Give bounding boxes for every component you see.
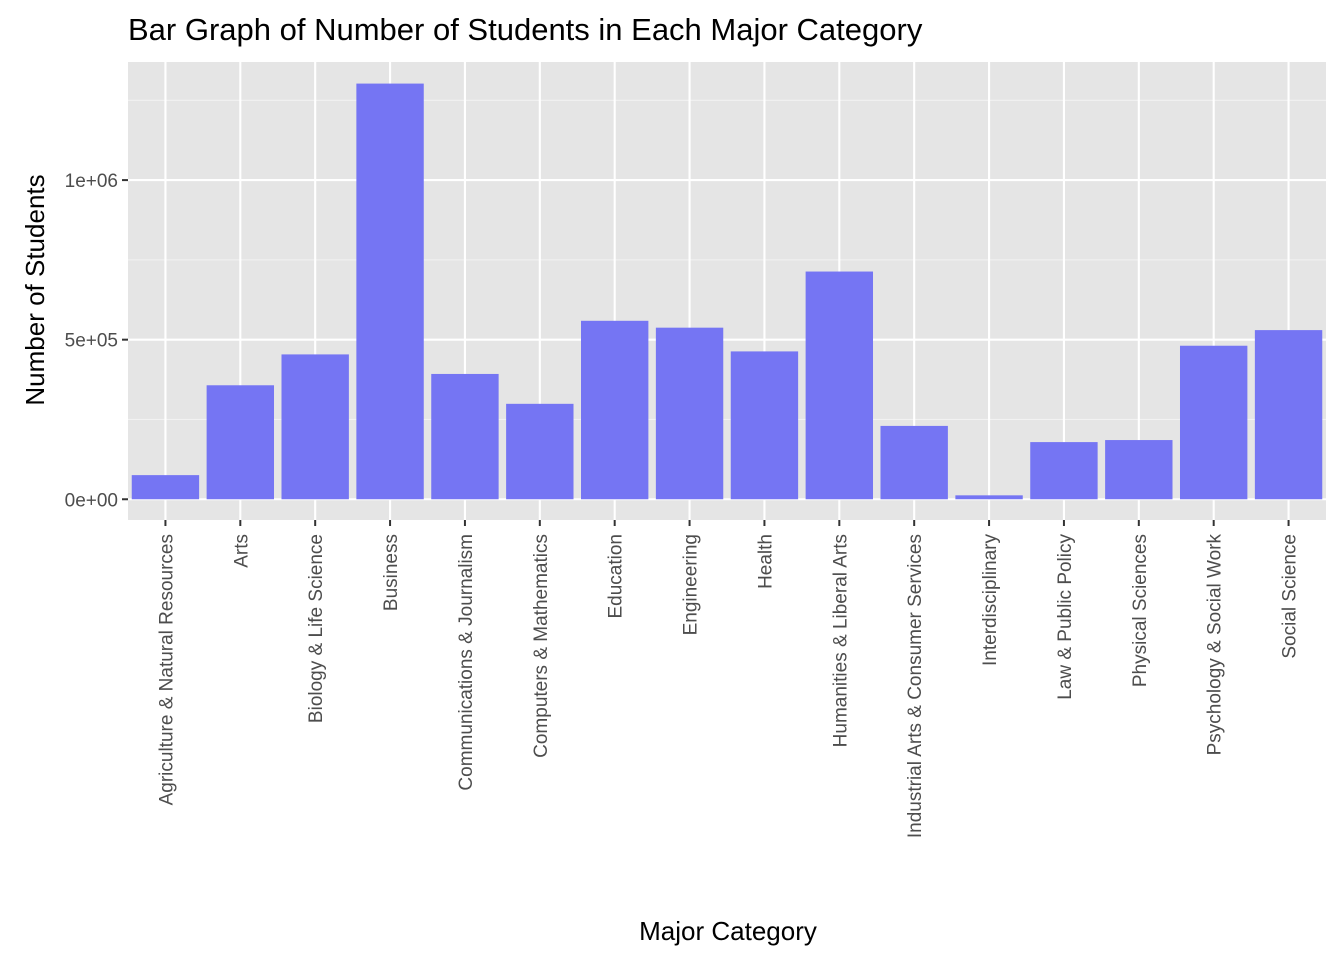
bar-12 (1030, 442, 1098, 500)
bar-10 (880, 425, 948, 500)
bar-1 (206, 385, 275, 500)
bar-8 (730, 351, 799, 500)
bar-15 (1254, 330, 1323, 500)
x-tick-label: Industrial Arts & Consumer Services (905, 534, 926, 838)
bar-13 (1105, 440, 1173, 500)
x-tick-label: Engineering (681, 534, 702, 635)
bar-2 (281, 354, 349, 500)
bar-3 (356, 83, 424, 500)
bar-14 (1179, 345, 1248, 500)
x-axis-label: Major Category (639, 916, 817, 946)
x-tick-label: Physical Sciences (1130, 534, 1151, 687)
y-tick-label: 1e+06 (65, 171, 118, 192)
bar-4 (431, 373, 499, 500)
bar-6 (580, 320, 649, 500)
x-tick-label: Interdisciplinary (980, 534, 1001, 666)
bar-5 (506, 403, 574, 500)
x-tick-label: Social Science (1280, 534, 1301, 659)
bar-7 (655, 327, 724, 500)
x-tick-label: Communications & Journalism (456, 534, 477, 791)
x-tick-label: Biology & Life Science (306, 534, 327, 723)
x-tick-label: Psychology & Social Work (1205, 534, 1226, 756)
x-tick-label: Business (381, 534, 402, 611)
x-tick-label: Agriculture & Natural Resources (156, 534, 177, 805)
x-tick-label: Computers & Mathematics (531, 534, 552, 758)
x-tick-label: Health (755, 534, 776, 589)
x-tick-label: Humanities & Liberal Arts (830, 534, 851, 747)
x-tick-label: Education (606, 534, 627, 619)
chart-title: Bar Graph of Number of Students in Each … (128, 12, 923, 47)
y-axis-label: Number of Students (20, 174, 50, 405)
x-tick-label: Arts (231, 534, 252, 568)
bar-0 (131, 475, 200, 500)
x-tick-label: Law & Public Policy (1055, 534, 1076, 700)
y-tick-label: 0e+00 (65, 490, 118, 511)
plot-area: 0e+00 5e+05 1e+06 Agriculture & Natural Res… (65, 62, 1326, 838)
bar-11 (955, 495, 1023, 500)
y-tick-label: 5e+05 (65, 331, 118, 352)
bar-9 (805, 271, 874, 500)
